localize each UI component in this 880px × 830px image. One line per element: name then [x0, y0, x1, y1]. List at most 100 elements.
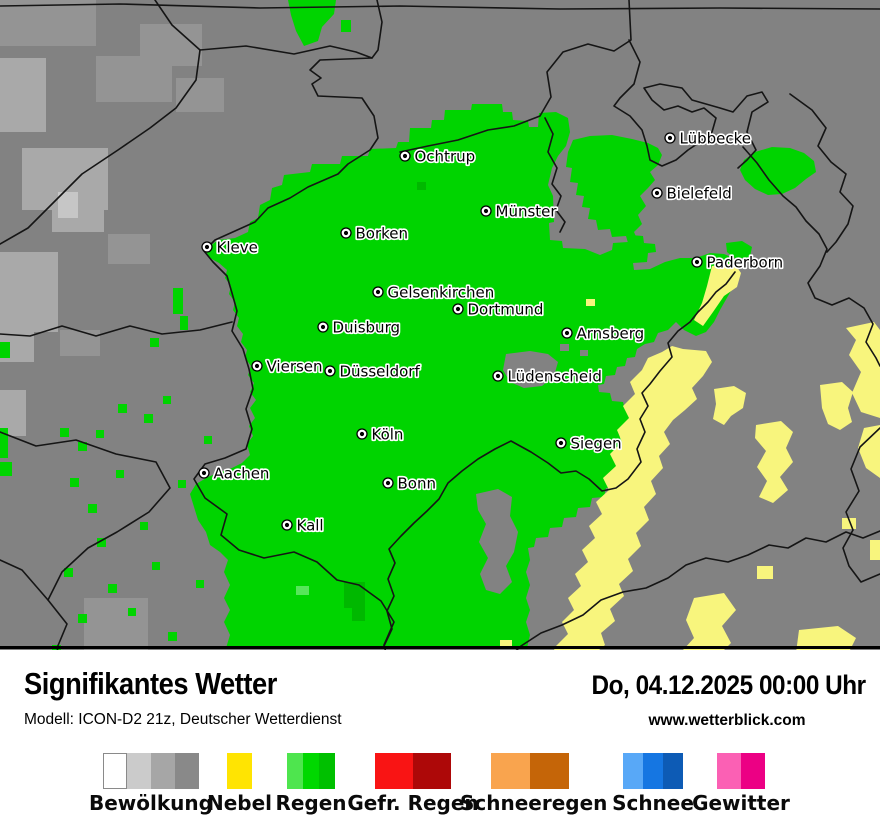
city-label: Münster: [496, 203, 558, 221]
weather-region-fog: [554, 346, 712, 650]
legend-label: Bewölkung: [89, 791, 213, 815]
city-lbbecke: Lübbecke: [664, 128, 753, 149]
admin-border: [842, 427, 880, 583]
weather-region-fog: [683, 593, 736, 650]
legend-item-nebel: [227, 753, 252, 789]
admin-border: [789, 93, 854, 253]
map-canvas: Lübbecke Ochtrup Bielefeld Münster Borken Kle…: [0, 0, 880, 650]
weather-region-fog: [858, 425, 880, 478]
city-label: Arnsberg: [577, 325, 645, 343]
legend-item-gewitter: [717, 753, 765, 789]
legend-swatch: [643, 753, 663, 789]
city-label: Dortmund: [468, 301, 544, 319]
weather-region-cloud1: [84, 598, 148, 650]
city-marker-dot: [694, 259, 700, 265]
legend-label: Gefr. Regen: [347, 791, 479, 815]
city-label: Aachen: [214, 465, 270, 483]
website-url: www.wetterblick.com: [648, 712, 806, 729]
legend-swatch: [375, 753, 413, 789]
weather-region-rain: [0, 428, 8, 458]
admin-border: [515, 530, 880, 650]
weather-region-bg: [560, 344, 569, 351]
weather-region-rain: [0, 462, 12, 476]
city-siegen: Siegen: [555, 433, 623, 454]
legend-label: Nebel: [206, 791, 273, 815]
city-arnsberg: Arnsberg: [561, 323, 646, 344]
city-marker-dot: [455, 306, 461, 312]
weather-region-cloud1: [0, 0, 96, 46]
city-dsseldorf: Düsseldorf: [324, 361, 422, 382]
legend-swatch: [127, 753, 151, 789]
legend-swatch: [303, 753, 319, 789]
legend-swatch: [663, 753, 683, 789]
weather-region-fog: [757, 566, 773, 579]
city-label: Düsseldorf: [340, 363, 421, 381]
city-mnster: Münster: [480, 201, 559, 222]
city-bonn: Bonn: [382, 473, 438, 494]
weather-region-fog: [500, 640, 512, 648]
weather-region-cloud3: [58, 192, 78, 218]
weather-region-rain: [140, 522, 148, 530]
admin-border: [399, 0, 632, 153]
weather-region-rain_dark: [352, 607, 365, 621]
admin-border: [0, 0, 201, 245]
legend-item-regen: [287, 753, 335, 789]
legend-swatch: [319, 753, 335, 789]
city-marker-dot: [558, 440, 564, 446]
legend-label: Schnee: [612, 791, 694, 815]
weather-region-rain: [64, 568, 73, 577]
city-marker-dot: [359, 431, 365, 437]
weather-region-rain: [0, 342, 10, 358]
weather-region-rain: [168, 632, 177, 641]
city-ochtrup: Ochtrup: [399, 146, 477, 167]
weather-region-rain: [740, 147, 816, 195]
page-title: Signifikantes Wetter: [24, 666, 277, 701]
weather-region-rain: [173, 288, 183, 314]
city-marker-dot: [320, 324, 326, 330]
city-label: Paderborn: [707, 254, 784, 272]
city-marker-dot: [402, 153, 408, 159]
model-info: Modell: ICON-D2 21z, Deutscher Wetterdie…: [24, 711, 342, 728]
weather-region-fog: [586, 299, 595, 306]
legend-item-gefrregen: [375, 753, 451, 789]
city-marker-dot: [654, 190, 660, 196]
weather-region-rain_light: [296, 586, 309, 595]
city-label: Bielefeld: [667, 185, 732, 203]
weather-region-fog: [842, 518, 856, 529]
admin-border: [0, 431, 171, 650]
city-marker-dot: [327, 368, 333, 374]
weather-region-fog: [755, 421, 793, 503]
legend-swatch: [623, 753, 643, 789]
city-label: Lüdenscheid: [508, 368, 602, 386]
city-label: Borken: [356, 225, 409, 243]
city-marker-dot: [495, 373, 501, 379]
weather-region-rain_dark: [417, 182, 426, 190]
admin-border: [0, 3, 880, 10]
weather-region-rain: [190, 104, 738, 648]
city-label: Kall: [297, 517, 324, 535]
city-label: Viersen: [267, 358, 323, 376]
city-bielefeld: Bielefeld: [651, 183, 733, 204]
weather-region-rain: [116, 470, 124, 478]
city-aachen: Aachen: [198, 463, 271, 484]
weather-region-bg: [503, 351, 558, 388]
weather-region-rain: [97, 538, 106, 547]
weather-region-rain: [144, 414, 153, 423]
weather-region-rain: [163, 396, 171, 404]
city-kln: Köln: [356, 424, 405, 445]
weather-region-rain: [96, 430, 104, 438]
city-viersen: Viersen: [251, 356, 324, 377]
admin-border: [613, 39, 769, 169]
admin-border: [193, 0, 395, 650]
legend-swatch: [530, 753, 569, 789]
city-label: Lübbecke: [680, 130, 752, 148]
legend-swatch: [287, 753, 303, 789]
weather-region-fog: [796, 626, 856, 650]
legend-item-schneeregen: [491, 753, 569, 789]
city-label: Bonn: [398, 475, 436, 493]
legend-swatch: [103, 753, 127, 789]
weather-region-cloud1: [60, 330, 100, 356]
weather-region-rain: [78, 442, 87, 451]
city-label: Duisburg: [333, 319, 401, 337]
